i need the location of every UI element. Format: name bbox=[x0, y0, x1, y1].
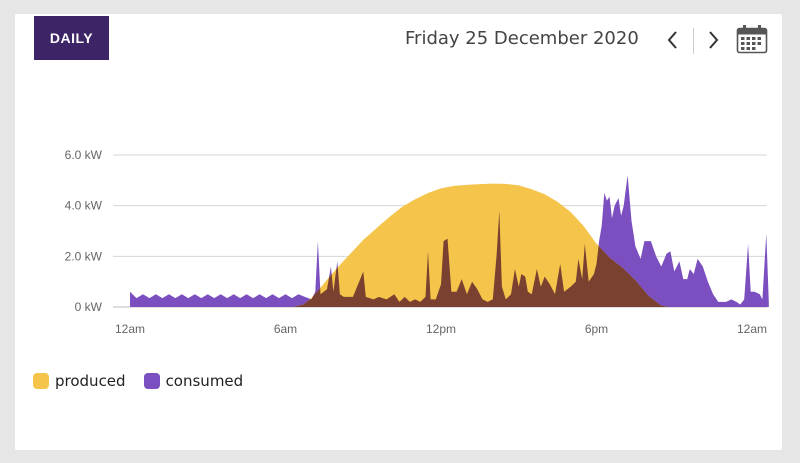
y-tick-label-2: 4.0 kW bbox=[65, 199, 103, 213]
energy-card: DAILY Friday 25 December 2020 0 bbox=[15, 14, 782, 450]
x-tick-label-3: 6pm bbox=[585, 322, 608, 336]
chevron-right-icon bbox=[709, 31, 719, 49]
previous-day-button[interactable] bbox=[663, 26, 683, 54]
x-tick-label-4: 12am bbox=[737, 322, 767, 336]
chart-legend: produced consumed bbox=[33, 372, 261, 390]
chevron-left-icon bbox=[667, 31, 677, 49]
produced-swatch bbox=[33, 373, 49, 389]
y-tick-label-3: 6.0 kW bbox=[65, 148, 103, 162]
next-day-button[interactable] bbox=[703, 26, 723, 54]
legend-item-consumed[interactable]: consumed bbox=[143, 372, 244, 390]
power-chart: 0 kW 2.0 kW 4.0 kW 6.0 kW 12am 6am 12pm 6pm 12am bbox=[65, 148, 769, 336]
y-tick-label-0: 0 kW bbox=[75, 300, 103, 314]
legend-label-produced: produced bbox=[55, 372, 126, 390]
consumed-swatch bbox=[143, 373, 160, 389]
calendar-button[interactable] bbox=[736, 24, 768, 54]
daily-mode-button[interactable]: DAILY bbox=[34, 16, 109, 60]
legend-item-produced[interactable]: produced bbox=[33, 372, 126, 390]
nav-divider bbox=[693, 28, 694, 54]
y-tick-label-1: 2.0 kW bbox=[65, 249, 103, 263]
legend-label-consumed: consumed bbox=[165, 372, 244, 390]
x-tick-label-0: 12am bbox=[115, 322, 145, 336]
calendar-icon bbox=[736, 25, 768, 54]
date-label: Friday 25 December 2020 bbox=[405, 28, 639, 49]
x-tick-label-1: 6am bbox=[274, 322, 297, 336]
x-tick-label-2: 12pm bbox=[426, 322, 456, 336]
